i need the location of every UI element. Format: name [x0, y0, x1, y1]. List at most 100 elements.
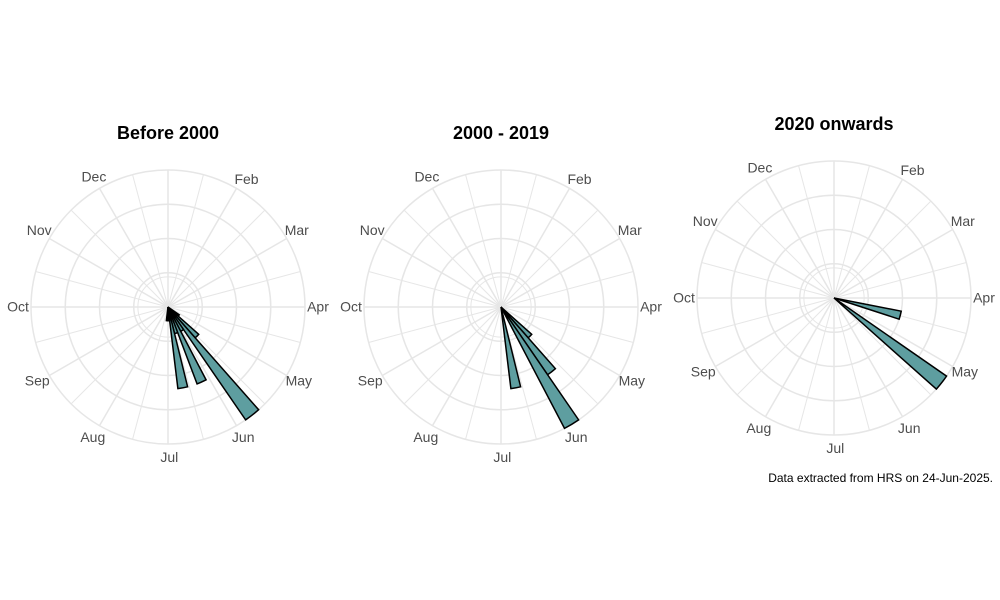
grid-spoke — [48, 306, 169, 377]
grid-spoke — [833, 297, 904, 418]
grid-spoke — [431, 187, 502, 308]
month-tick-label: Dec — [414, 169, 439, 185]
month-tick-label: Jul — [160, 449, 178, 465]
month-tick-label: May — [952, 364, 978, 380]
bar-wedge — [500, 306, 580, 430]
month-tick-label: Nov — [693, 213, 718, 229]
month-tick-label: Jul — [826, 440, 844, 456]
grid-spoke — [833, 178, 904, 299]
month-tick-label: Apr — [973, 289, 995, 305]
panel-title: 2020 onwards — [774, 114, 893, 134]
month-tick-label: May — [286, 373, 312, 389]
grid-spoke — [167, 187, 238, 308]
grid-spoke — [500, 174, 537, 308]
grid-spoke — [368, 271, 502, 308]
month-tick-label: Aug — [413, 429, 438, 445]
grid-spoke — [381, 306, 502, 377]
month-tick-label: Jun — [232, 429, 255, 445]
grid-spoke — [70, 209, 169, 308]
grid-spoke — [798, 165, 835, 299]
grid-spoke — [98, 187, 169, 308]
grid-spoke — [736, 200, 835, 299]
month-tick-label: Aug — [746, 420, 771, 436]
grid-spoke — [35, 271, 169, 308]
grid-spoke — [500, 237, 621, 308]
month-tick-label: Jul — [493, 449, 511, 465]
panel-title: 2000 - 2019 — [453, 123, 549, 143]
month-tick-label: Feb — [567, 171, 591, 187]
grid-spoke — [465, 306, 502, 440]
polar-panel: Before 2000 Feb Mar Apr May Jun Jul Aug Sep Oct No… — [7, 123, 329, 465]
grid-spoke — [701, 297, 835, 334]
grid-spoke — [167, 174, 204, 308]
grid-spoke — [833, 297, 954, 368]
grid-spoke — [500, 209, 599, 308]
month-tick-label: Oct — [7, 298, 29, 314]
grid-spoke — [764, 297, 835, 418]
month-tick-label: Feb — [234, 171, 258, 187]
bar-wedge — [500, 306, 522, 390]
grid-spoke — [701, 262, 835, 299]
month-tick-label: Oct — [340, 298, 362, 314]
grid-spoke — [500, 306, 621, 377]
panel-title: Before 2000 — [117, 123, 219, 143]
month-tick-label: Jun — [565, 429, 588, 445]
grid-spoke — [714, 297, 835, 368]
grid-spoke — [167, 306, 301, 343]
bar-wedge — [833, 297, 903, 321]
month-tick-label: Mar — [951, 213, 975, 229]
month-tick-label: Oct — [673, 289, 695, 305]
polar-panel: 2000 - 2019 Feb Mar Apr May Jun Jul Aug Sep Oct No… — [340, 123, 662, 465]
month-tick-label: Dec — [747, 160, 772, 176]
month-tick-label: Mar — [618, 222, 642, 238]
chart-panels: Before 2000 Feb Mar Apr May Jun Jul Aug Sep Oct No… — [7, 114, 995, 465]
grid-spoke — [736, 297, 835, 396]
grid-spoke — [132, 174, 169, 308]
grid-spoke — [368, 306, 502, 343]
grid-spoke — [500, 271, 634, 308]
grid-spoke — [167, 209, 266, 308]
bar-wedge — [167, 306, 208, 385]
month-tick-label: Sep — [25, 373, 50, 389]
data-source-caption: Data extracted from HRS on 24-Jun-2025. — [768, 471, 993, 485]
bar-wedge — [167, 306, 189, 390]
bar-wedge — [165, 306, 169, 322]
grid-spoke — [764, 178, 835, 299]
month-tick-label: Mar — [285, 222, 309, 238]
polar-panel: 2020 onwards Feb Mar Apr May Jun Jul Aug Sep Oct N… — [673, 114, 995, 456]
grid-spoke — [431, 306, 502, 427]
grid-spoke — [167, 271, 301, 308]
month-tick-label: Dec — [81, 169, 106, 185]
month-tick-label: Apr — [307, 298, 329, 314]
grid-spoke — [167, 306, 288, 377]
grid-spoke — [500, 187, 571, 308]
bar-wedge — [167, 306, 260, 421]
grid-spoke — [833, 200, 932, 299]
month-tick-label: Sep — [691, 364, 716, 380]
grid-spoke — [714, 228, 835, 299]
grid-spoke — [403, 209, 502, 308]
month-tick-label: Aug — [80, 429, 105, 445]
month-tick-label: Nov — [27, 222, 52, 238]
month-tick-label: May — [619, 373, 645, 389]
grid-spoke — [48, 237, 169, 308]
month-tick-label: Feb — [900, 162, 924, 178]
grid-spoke — [833, 165, 870, 299]
grid-spoke — [403, 306, 502, 405]
grid-spoke — [500, 306, 634, 343]
grid-spoke — [132, 306, 169, 440]
grid-spoke — [833, 297, 870, 431]
month-tick-label: Sep — [358, 373, 383, 389]
grid-spoke — [833, 262, 967, 299]
month-tick-label: Apr — [640, 298, 662, 314]
grid-spoke — [465, 174, 502, 308]
grid-spoke — [167, 237, 288, 308]
grid-spoke — [70, 306, 169, 405]
grid-spoke — [35, 306, 169, 343]
grid-spoke — [833, 297, 932, 396]
grid-spoke — [98, 306, 169, 427]
grid-spoke — [798, 297, 835, 431]
month-tick-label: Nov — [360, 222, 385, 238]
grid-spoke — [833, 228, 954, 299]
